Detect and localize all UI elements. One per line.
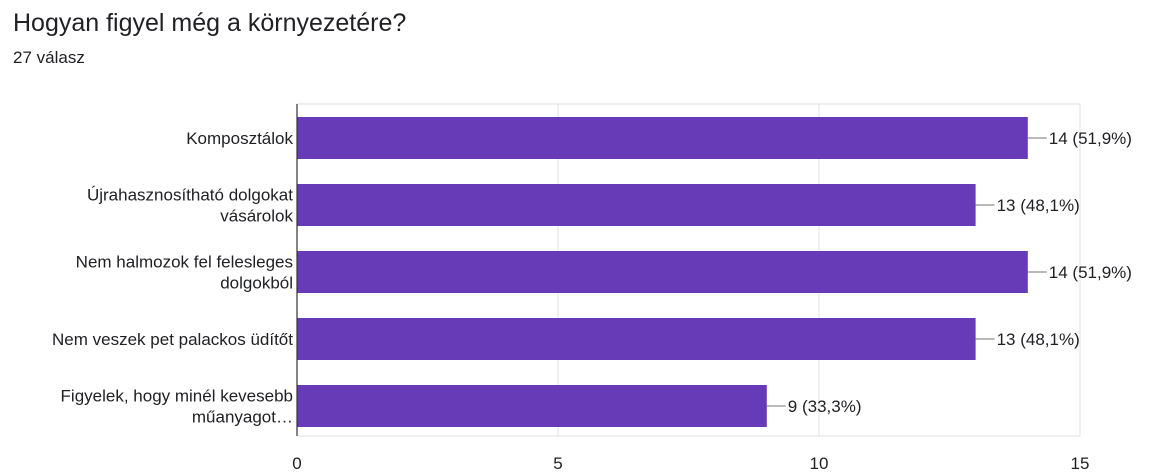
data-label: 13 (48,1%) bbox=[997, 196, 1080, 215]
x-tick-label: 5 bbox=[553, 454, 562, 473]
x-tick-label: 15 bbox=[1071, 454, 1090, 473]
category-label: Komposztálok bbox=[186, 129, 293, 148]
bar bbox=[297, 318, 976, 360]
bar bbox=[297, 184, 976, 226]
bar bbox=[297, 251, 1028, 293]
category-label: Nem halmozok fel felesleges bbox=[76, 253, 293, 272]
category-label: vásárolok bbox=[220, 207, 293, 226]
response-count: 27 válasz bbox=[13, 48, 85, 67]
x-tick-label: 0 bbox=[292, 454, 301, 473]
category-label: Nem veszek pet palackos üdítőt bbox=[52, 330, 293, 349]
bar bbox=[297, 385, 767, 427]
data-label: 9 (33,3%) bbox=[788, 397, 862, 416]
category-label: dolgokból bbox=[220, 274, 293, 293]
data-label: 13 (48,1%) bbox=[997, 330, 1080, 349]
data-label: 14 (51,9%) bbox=[1049, 129, 1132, 148]
bar bbox=[297, 117, 1028, 159]
category-label: műanyagot… bbox=[192, 408, 293, 427]
question-title: Hogyan figyel még a környezetére? bbox=[13, 9, 407, 37]
x-tick-label: 10 bbox=[810, 454, 829, 473]
category-label: Újrahasznosítható dolgokat bbox=[87, 186, 293, 205]
data-label: 14 (51,9%) bbox=[1049, 263, 1132, 282]
category-label: Figyelek, hogy minél kevesebb bbox=[61, 387, 293, 406]
